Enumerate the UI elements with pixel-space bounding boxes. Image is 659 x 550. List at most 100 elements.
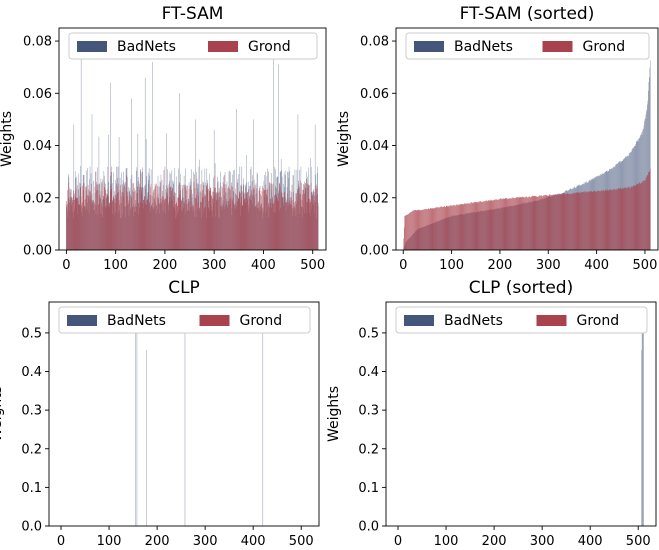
bar <box>446 205 448 250</box>
bar <box>159 186 161 250</box>
series-badnets <box>135 332 264 526</box>
bar <box>66 207 68 250</box>
bar <box>144 195 145 250</box>
bar <box>209 186 211 250</box>
x-tick-label: 200 <box>482 534 507 549</box>
bar <box>94 203 95 250</box>
bar <box>192 204 194 250</box>
bar <box>610 190 612 250</box>
bar <box>568 193 569 250</box>
bar <box>116 185 118 250</box>
bar <box>481 202 482 250</box>
bar <box>250 200 252 250</box>
bar <box>125 187 127 250</box>
series-grond <box>403 168 651 250</box>
bar <box>262 207 264 250</box>
bar <box>549 195 551 250</box>
bar <box>628 186 630 250</box>
bar <box>457 205 458 250</box>
bar <box>492 200 493 250</box>
bar <box>71 197 72 250</box>
bar <box>124 185 125 250</box>
bar <box>570 193 572 250</box>
bar <box>485 200 486 250</box>
bar <box>130 194 131 250</box>
legend-swatch-grond <box>542 41 573 52</box>
bar <box>75 197 77 250</box>
y-tick-label: 0.06 <box>360 87 389 102</box>
bar <box>470 203 472 250</box>
bar <box>74 193 75 250</box>
bar <box>316 186 318 250</box>
bar <box>207 207 209 250</box>
y-tick-label: 0.02 <box>23 191 52 206</box>
bar <box>209 187 211 250</box>
bar <box>456 204 458 250</box>
bar <box>307 183 309 250</box>
bar <box>544 194 546 250</box>
bar <box>547 195 549 250</box>
bar <box>132 206 133 250</box>
bar <box>426 209 428 250</box>
bar <box>214 192 216 250</box>
bar <box>465 203 467 250</box>
bar <box>631 186 632 250</box>
bar <box>580 191 582 250</box>
legend-frame <box>58 306 311 334</box>
bar <box>102 179 104 250</box>
bar <box>201 202 202 250</box>
bar <box>199 207 200 250</box>
bar <box>608 190 610 250</box>
bar <box>523 197 525 250</box>
bar <box>267 196 268 250</box>
bar <box>481 201 483 250</box>
bar <box>245 197 246 250</box>
bar <box>529 196 530 250</box>
bar <box>453 204 454 250</box>
bar <box>427 209 429 250</box>
bar <box>118 136 120 250</box>
bar <box>611 189 612 250</box>
bar <box>82 190 84 250</box>
bar <box>438 207 439 250</box>
x-tick-label: 500 <box>289 534 314 549</box>
bar <box>555 194 557 250</box>
bar <box>534 196 536 250</box>
x-tick-label: 100 <box>439 258 464 273</box>
bar <box>470 202 471 250</box>
bar <box>523 196 524 250</box>
bar <box>473 202 474 250</box>
bar <box>609 189 611 250</box>
bar <box>151 207 153 250</box>
axes-frame <box>48 301 320 527</box>
bar <box>551 195 553 250</box>
bar <box>203 184 205 250</box>
bar <box>472 202 473 250</box>
bar <box>574 193 575 250</box>
bar <box>635 183 637 250</box>
bar <box>133 182 134 250</box>
bar <box>185 199 187 250</box>
bar <box>258 201 259 250</box>
bar <box>121 192 123 250</box>
bar <box>639 182 640 250</box>
bar <box>291 197 292 250</box>
bar <box>145 204 146 250</box>
bar <box>268 202 270 250</box>
bar <box>176 197 178 250</box>
bar <box>502 199 503 250</box>
bar <box>133 191 135 250</box>
bar <box>437 207 438 250</box>
bar <box>582 191 584 250</box>
bar <box>621 188 623 250</box>
bar <box>146 196 148 250</box>
bar <box>593 191 594 250</box>
bar <box>69 188 71 250</box>
bar <box>493 199 495 250</box>
bar <box>150 186 151 250</box>
bar <box>539 195 541 250</box>
bar <box>413 210 414 250</box>
bar <box>261 202 262 250</box>
bar <box>618 187 620 250</box>
bar <box>479 201 481 250</box>
